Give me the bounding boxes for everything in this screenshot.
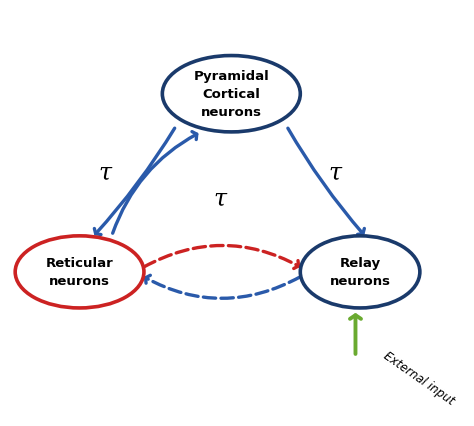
FancyArrowPatch shape — [144, 246, 299, 269]
Text: Relay
neurons: Relay neurons — [329, 257, 391, 288]
Text: Pyramidal
Cortical
neurons: Pyramidal Cortical neurons — [193, 70, 269, 119]
FancyArrowPatch shape — [113, 132, 197, 233]
FancyArrowPatch shape — [94, 129, 175, 235]
FancyArrowPatch shape — [288, 129, 365, 235]
Text: τ: τ — [328, 161, 341, 184]
Text: τ: τ — [213, 187, 227, 210]
Text: τ: τ — [98, 161, 111, 184]
Text: Reticular
neurons: Reticular neurons — [46, 257, 113, 288]
Text: External input: External input — [381, 348, 456, 407]
FancyArrowPatch shape — [146, 276, 300, 299]
